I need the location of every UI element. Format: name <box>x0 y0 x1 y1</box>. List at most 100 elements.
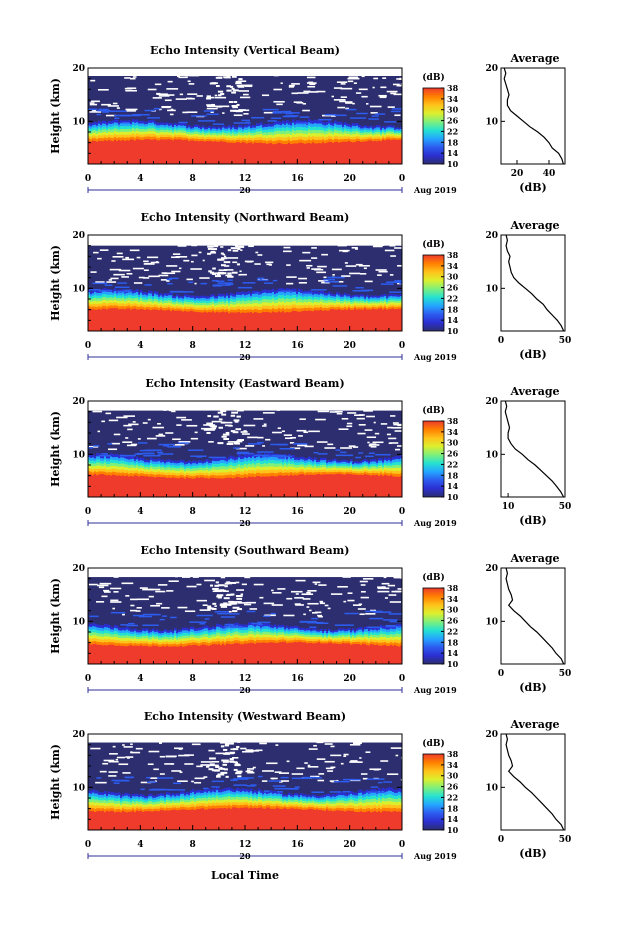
echo-cell <box>308 139 311 144</box>
echo-cell <box>334 126 337 131</box>
echo-cell <box>230 312 233 331</box>
echo-cell <box>102 291 105 295</box>
echo-cell <box>356 294 359 298</box>
echo-cell <box>92 140 95 164</box>
echo-cell <box>136 294 139 299</box>
echo-streak <box>138 442 148 444</box>
echo-cell <box>374 475 377 497</box>
echo-gap <box>142 588 154 591</box>
echo-cell <box>190 134 193 137</box>
echo-cell <box>314 464 317 468</box>
echo-cell <box>248 453 251 458</box>
echo-cell <box>258 466 261 470</box>
echo-cell <box>176 463 179 467</box>
echo-cell <box>308 472 311 476</box>
echo-cell <box>156 469 159 473</box>
echo-cell <box>238 477 241 497</box>
echo-cell <box>92 132 95 137</box>
echo-gap <box>150 261 160 264</box>
echo-cell <box>366 134 369 138</box>
echo-cell <box>336 473 339 497</box>
echo-gap <box>298 281 307 284</box>
echo-cell <box>334 296 337 300</box>
echo-cell <box>188 311 191 331</box>
echo-cell <box>198 460 201 464</box>
echo-cell <box>118 139 121 164</box>
echo-cell <box>346 136 349 140</box>
echo-cell <box>256 131 259 136</box>
echo-cell <box>356 471 359 474</box>
echo-gap <box>177 606 188 609</box>
echo-cell <box>348 472 351 475</box>
echo-cell <box>330 309 333 331</box>
echo-gap <box>365 613 376 615</box>
echo-gap <box>380 423 388 425</box>
echo-cell <box>358 475 361 497</box>
echo-cell <box>172 465 175 469</box>
echo-cell <box>380 298 383 302</box>
echo-gap <box>218 94 222 97</box>
echo-cell <box>226 461 229 465</box>
echo-cell <box>400 455 402 459</box>
echo-cell <box>136 472 139 477</box>
echo-cell <box>198 134 201 138</box>
echo-cell <box>216 137 219 141</box>
echo-cell <box>114 463 117 467</box>
echo-cell <box>350 467 353 471</box>
echo-cell <box>296 119 299 124</box>
echo-cell <box>360 307 363 310</box>
echo-cell <box>124 132 127 136</box>
echo-cell <box>218 296 221 300</box>
echo-cell <box>320 290 323 295</box>
echo-cell <box>358 461 361 465</box>
echo-cell <box>268 289 271 294</box>
echo-cell <box>244 130 247 134</box>
echo-cell <box>242 471 245 476</box>
echo-cell <box>332 306 335 310</box>
echo-cell <box>254 477 257 497</box>
echo-gap <box>90 79 96 82</box>
echo-cell <box>92 454 95 459</box>
echo-cell <box>238 291 241 296</box>
echo-cell <box>184 301 187 305</box>
echo-cell <box>118 458 121 462</box>
echo-cell <box>308 132 311 137</box>
echo-cell <box>198 128 201 131</box>
echo-cell <box>102 138 105 142</box>
echo-cell <box>372 459 375 462</box>
echo-gap <box>347 80 354 83</box>
echo-cell <box>258 140 261 144</box>
echo-cell <box>178 310 181 331</box>
echo-cell <box>124 137 127 142</box>
echo-cell <box>138 131 141 135</box>
echo-cell <box>112 460 115 464</box>
average-y-tick-label: 20 <box>485 397 498 407</box>
echo-cell <box>130 464 133 469</box>
echo-gap <box>186 278 193 281</box>
echo-cell <box>194 298 197 302</box>
echo-gap <box>215 402 222 405</box>
echo-cell <box>278 124 281 129</box>
echo-gap <box>245 445 255 447</box>
echo-cell <box>224 312 227 331</box>
echo-cell <box>244 470 247 475</box>
echo-cell <box>392 139 395 164</box>
echo-cell <box>186 297 189 301</box>
echo-cell <box>154 306 157 310</box>
echo-cell <box>180 123 183 127</box>
echo-cell <box>190 478 193 497</box>
echo-cell <box>208 136 211 140</box>
echo-cell <box>290 466 293 470</box>
echo-cell <box>194 303 197 306</box>
echo-cell <box>190 466 193 470</box>
echo-cell <box>154 301 157 305</box>
echo-cell <box>290 299 293 303</box>
echo-cell <box>162 127 165 131</box>
echo-cell <box>270 302 273 307</box>
echo-cell <box>392 131 395 135</box>
echo-cell <box>100 130 103 134</box>
echo-cell <box>220 127 223 131</box>
echo-cell <box>98 309 101 331</box>
echo-cell <box>196 126 199 130</box>
echo-cell <box>282 137 285 142</box>
